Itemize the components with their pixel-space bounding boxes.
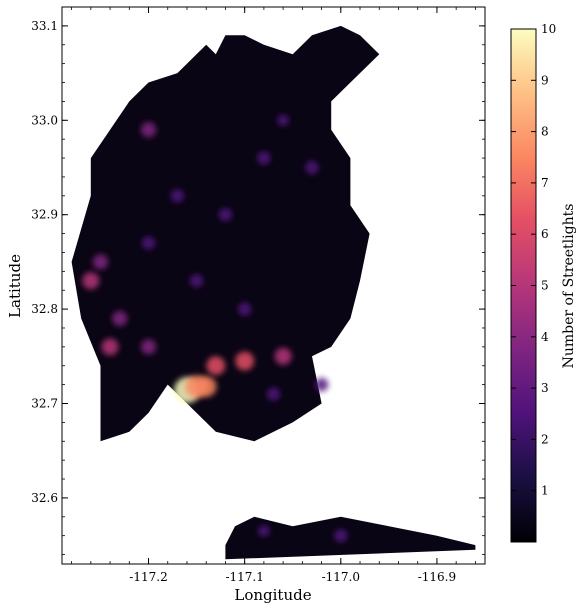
x-tick-label: -117.1 (225, 570, 263, 584)
y-axis-label: Latitude (6, 254, 24, 318)
colorbar-tick-label: 8 (541, 125, 549, 139)
hotspot-12 (170, 189, 185, 203)
y-axis-ticks: 32.6 32.7 32.8 32.9 33.0 33.1 (31, 19, 485, 555)
hotspot-21 (277, 114, 289, 127)
x-axis-ticks: -117.2 -117.1 -117.0 -116.9 (71, 7, 476, 584)
hotspot-20 (141, 236, 156, 250)
x-tick-label: -117.0 (322, 570, 360, 584)
hotspot-10 (92, 254, 109, 270)
colorbar-tick-label: 2 (541, 432, 549, 446)
colorbar-tick-label: 7 (541, 176, 549, 190)
hotspot-18 (266, 387, 281, 401)
plot-frame (61, 6, 486, 565)
colorbar-tick-label: 6 (541, 227, 549, 241)
hotspot-8 (140, 339, 157, 355)
x-tick-label: -116.9 (418, 570, 456, 584)
hotspot-19 (314, 377, 329, 392)
y-tick-label: 33.1 (31, 19, 58, 33)
colorbar-tick-label: 4 (541, 330, 549, 344)
y-tick-label: 32.8 (31, 302, 58, 316)
hotspot-7 (112, 310, 128, 327)
colorbar-tick-label: 10 (541, 22, 556, 36)
hotspot-3 (206, 356, 226, 376)
colorbar-tick-label: 5 (541, 279, 549, 293)
hotspot-15 (305, 160, 319, 175)
colorbar-tick-label: 1 (541, 484, 549, 498)
colorbar-ticks: 1 2 3 4 5 6 7 8 9 10 (511, 22, 556, 498)
colorbar-tick-label: 3 (541, 381, 549, 395)
hotspot-13 (218, 207, 233, 222)
hotspots (82, 114, 348, 543)
hotspot-23 (258, 525, 270, 537)
region-south (225, 516, 476, 560)
hotspot-17 (237, 302, 252, 316)
y-tick-label: 32.7 (31, 397, 58, 411)
x-axis-label: Longitude (234, 586, 311, 604)
hotspot-6 (82, 272, 100, 290)
hotspot-4 (235, 351, 255, 371)
hotspot-9 (101, 338, 119, 356)
hotspot-22 (334, 528, 348, 543)
colorbar-label: Number of Streetlights (561, 204, 577, 369)
hotspot-16 (189, 274, 204, 288)
y-tick-label: 32.6 (31, 491, 58, 505)
hotspot-5 (274, 347, 292, 365)
x-tick-label: -117.2 (129, 570, 167, 584)
colorbar-tick-label: 9 (541, 73, 549, 87)
hotspot-11 (140, 122, 157, 138)
hotspot-14 (257, 151, 271, 165)
region-main (71, 25, 380, 442)
hotspot-2 (195, 376, 217, 397)
y-tick-label: 33.0 (31, 113, 58, 127)
y-tick-label: 32.9 (31, 208, 58, 222)
plot-area (71, 25, 476, 560)
